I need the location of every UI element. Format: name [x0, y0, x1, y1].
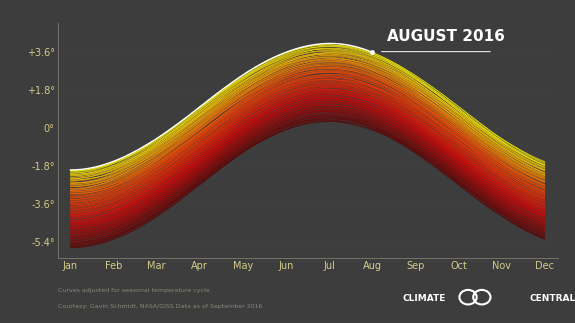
Text: Curves adjusted for seasonal temperature cycle: Curves adjusted for seasonal temperature…: [58, 288, 209, 293]
Text: CLIMATE: CLIMATE: [402, 294, 446, 303]
Text: CENTRAL: CENTRAL: [529, 294, 575, 303]
Text: AUGUST 2016: AUGUST 2016: [388, 29, 505, 44]
Text: Courtesy: Gavin Schmidt, NASA/GISS Data as of September 2016: Courtesy: Gavin Schmidt, NASA/GISS Data …: [58, 304, 262, 309]
